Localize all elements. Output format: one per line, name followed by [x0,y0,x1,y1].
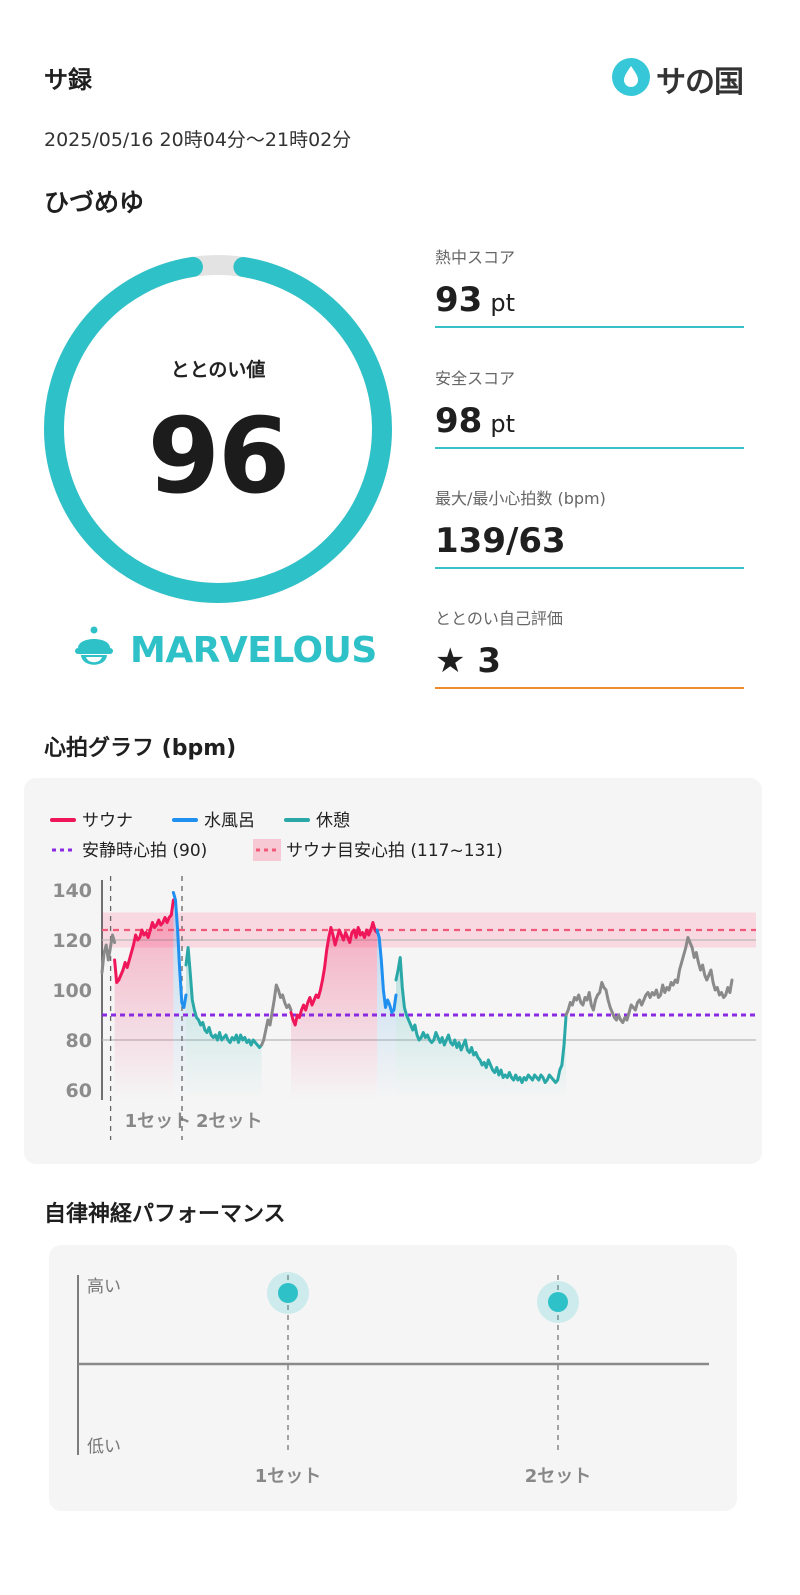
safety-score-divider [435,447,744,449]
set-marker-label: 1セット [125,1111,192,1132]
heat-score-unit: pt [490,289,515,317]
hr-graph-title: 心拍グラフ (bpm) [44,736,237,761]
heat-score-divider [435,326,744,328]
safety-score-label: 安全スコア [435,369,516,388]
ans-point [548,1292,568,1312]
brand-logo-text: サの国 [656,65,744,100]
hr-area-cold [173,892,186,1100]
heat-score-value: 93 [435,280,483,320]
y-tick-label: 100 [52,980,92,1002]
legend-label: 安静時心拍 (90) [82,841,207,861]
hr-range: 最大/最小心拍数 (bpm) 139/63 [435,485,744,569]
facility-name: ひづめゆ [44,188,145,217]
hr-area-rest [186,947,262,1100]
hr-series-other [564,936,734,1024]
hr-series-sauna [289,921,379,1027]
star-icon: ★ [435,641,466,681]
heat-score: 熱中スコア 93 pt [435,244,744,328]
sauna-hat-icon [70,624,118,676]
hr-area-rest [396,957,567,1100]
hr-range-label: 最大/最小心拍数 (bpm) [435,489,606,508]
hr-series-other [260,983,293,1047]
hr-series-rest [184,946,264,1049]
totonoi-value: 96 [147,395,291,517]
hr-area-sauna [114,900,174,1100]
self-evaluation: ととのい自己評価 ★ 3 [435,605,744,689]
set-marker-label: 2セット [196,1111,263,1132]
hr-series-cold [171,891,188,1009]
ans-label-high: 高い [87,1277,121,1297]
totonoi-ring-progress [44,255,392,603]
self-evaluation-value: 3 [477,641,501,681]
drop-icon [612,58,650,100]
rank-text: MARVELOUS [130,629,377,671]
y-tick-label: 120 [52,930,92,952]
self-evaluation-divider [435,687,744,689]
ans-point [278,1283,298,1303]
ans-x-label: 2セット [525,1466,592,1487]
safety-score: 安全スコア 98 pt [435,365,744,449]
self-evaluation-label: ととのい自己評価 [435,609,563,628]
hr-series-other [100,933,117,974]
legend-label: サウナ目安心拍 (117~131) [286,841,503,861]
hr-series-cold [375,928,398,1014]
hr-area-sauna [291,922,378,1100]
rank-badge: MARVELOUS [70,624,377,676]
safety-score-value: 98 [435,401,483,441]
y-tick-label: 60 [66,1080,92,1102]
legend-label: 水風呂 [204,811,255,831]
ans-title: 自律神経パフォーマンス [44,1202,286,1227]
ans-label-low: 低い [87,1437,121,1457]
hr-range-divider [435,567,744,569]
legend-label: サウナ [82,811,133,831]
session-datetime: 2025/05/16 20時04分～21時02分 [44,129,352,151]
totonoi-label: ととのい値 [170,359,266,381]
safety-score-unit: pt [490,410,515,438]
heat-score-label: 熱中スコア [435,248,516,267]
ans-card [49,1245,737,1511]
hr-series-sauna [113,898,175,984]
totonoi-ring [42,253,394,605]
hr-range-value: 139/63 [435,521,566,561]
y-tick-label: 80 [66,1030,92,1052]
y-tick-label: 140 [52,880,92,902]
hr-series-rest [394,956,568,1084]
legend-label: 休憩 [316,811,350,831]
brand-logo: サの国 [612,57,744,101]
ans-x-label: 1セット [255,1466,322,1487]
app-title: サ録 [44,66,92,94]
